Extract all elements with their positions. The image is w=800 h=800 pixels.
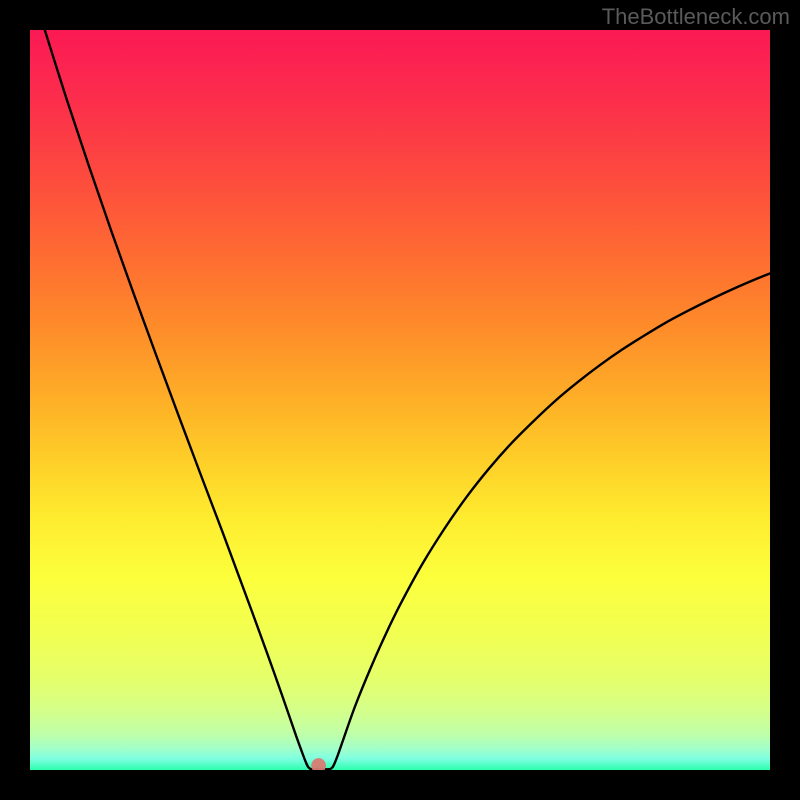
bottleneck-chart — [0, 0, 800, 800]
plot-background — [30, 30, 770, 770]
watermark-text: TheBottleneck.com — [602, 4, 790, 30]
chart-container: TheBottleneck.com — [0, 0, 800, 800]
